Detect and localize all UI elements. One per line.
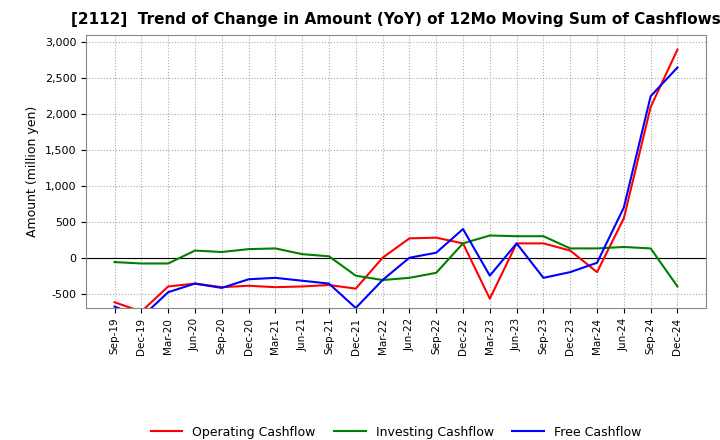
Free Cashflow (351, 305, 360, 311)
Operating Cashflow (485, 296, 494, 301)
Free Cashflow (271, 275, 279, 280)
Operating Cashflow (110, 300, 119, 305)
Operating Cashflow (271, 285, 279, 290)
Investing Cashflow (593, 246, 601, 251)
Investing Cashflow (137, 261, 145, 266)
Operating Cashflow (137, 309, 145, 314)
Legend: Operating Cashflow, Investing Cashflow, Free Cashflow: Operating Cashflow, Investing Cashflow, … (146, 421, 646, 440)
Investing Cashflow (513, 234, 521, 239)
Free Cashflow (485, 273, 494, 279)
Investing Cashflow (110, 260, 119, 265)
Investing Cashflow (298, 252, 307, 257)
Operating Cashflow (619, 216, 628, 221)
Investing Cashflow (405, 275, 414, 280)
Line: Investing Cashflow: Investing Cashflow (114, 235, 678, 286)
Free Cashflow (513, 241, 521, 246)
Operating Cashflow (539, 241, 548, 246)
Operating Cashflow (593, 269, 601, 275)
Investing Cashflow (244, 246, 253, 252)
Operating Cashflow (513, 241, 521, 246)
Free Cashflow (298, 278, 307, 283)
Investing Cashflow (619, 244, 628, 249)
Investing Cashflow (566, 246, 575, 251)
Operating Cashflow (647, 104, 655, 110)
Investing Cashflow (271, 246, 279, 251)
Operating Cashflow (164, 284, 173, 289)
Investing Cashflow (647, 246, 655, 251)
Investing Cashflow (485, 233, 494, 238)
Operating Cashflow (244, 283, 253, 288)
Investing Cashflow (539, 234, 548, 239)
Free Cashflow (405, 255, 414, 260)
Free Cashflow (539, 275, 548, 280)
Title: [2112]  Trend of Change in Amount (YoY) of 12Mo Moving Sum of Cashflows: [2112] Trend of Change in Amount (YoY) o… (71, 12, 720, 27)
Operating Cashflow (325, 282, 333, 288)
Y-axis label: Amount (million yen): Amount (million yen) (27, 106, 40, 237)
Free Cashflow (647, 94, 655, 99)
Operating Cashflow (191, 281, 199, 286)
Line: Operating Cashflow: Operating Cashflow (114, 50, 678, 312)
Operating Cashflow (217, 285, 226, 290)
Investing Cashflow (325, 254, 333, 259)
Free Cashflow (164, 290, 173, 295)
Operating Cashflow (405, 236, 414, 241)
Free Cashflow (217, 285, 226, 290)
Free Cashflow (110, 304, 119, 309)
Free Cashflow (566, 269, 575, 275)
Free Cashflow (378, 277, 387, 282)
Free Cashflow (673, 65, 682, 70)
Investing Cashflow (351, 273, 360, 279)
Investing Cashflow (432, 270, 441, 275)
Investing Cashflow (378, 277, 387, 282)
Free Cashflow (325, 281, 333, 286)
Investing Cashflow (673, 284, 682, 289)
Operating Cashflow (298, 284, 307, 289)
Free Cashflow (593, 260, 601, 265)
Investing Cashflow (459, 241, 467, 246)
Line: Free Cashflow: Free Cashflow (114, 67, 678, 317)
Free Cashflow (619, 205, 628, 210)
Free Cashflow (244, 277, 253, 282)
Operating Cashflow (566, 248, 575, 253)
Operating Cashflow (673, 47, 682, 52)
Free Cashflow (137, 315, 145, 320)
Investing Cashflow (217, 249, 226, 255)
Operating Cashflow (432, 235, 441, 240)
Investing Cashflow (164, 261, 173, 266)
Free Cashflow (459, 227, 467, 232)
Free Cashflow (432, 250, 441, 255)
Operating Cashflow (351, 286, 360, 291)
Operating Cashflow (378, 255, 387, 260)
Free Cashflow (191, 281, 199, 286)
Investing Cashflow (191, 248, 199, 253)
Operating Cashflow (459, 241, 467, 246)
